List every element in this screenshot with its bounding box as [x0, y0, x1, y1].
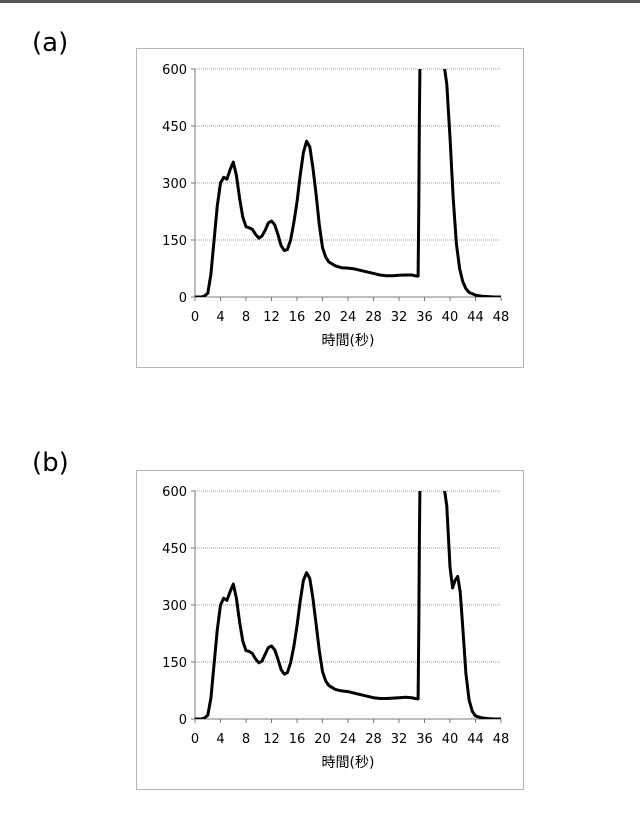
x-tick-label-16: 16 — [289, 310, 306, 325]
x-axis-title: 時間(秒) — [322, 755, 375, 771]
x-tick-label-28: 28 — [365, 732, 382, 747]
series-line-0 — [195, 61, 501, 297]
x-tick-label-44: 44 — [467, 310, 484, 325]
y-tick-label-0: 0 — [179, 291, 187, 306]
x-tick-label-12: 12 — [263, 732, 280, 747]
x-tick-label-4: 4 — [216, 310, 224, 325]
x-tick-label-36: 36 — [416, 732, 433, 747]
x-tick-label-28: 28 — [365, 310, 382, 325]
y-tick-label-450: 450 — [162, 542, 187, 557]
x-axis-title: 時間(秒) — [322, 333, 375, 349]
y-tick-label-600: 600 — [162, 485, 187, 500]
chart-b: 015030045060004812162024283236404448時間(秒… — [137, 471, 525, 791]
x-tick-label-24: 24 — [340, 310, 357, 325]
y-tick-label-150: 150 — [162, 656, 187, 671]
x-tick-label-8: 8 — [242, 732, 250, 747]
x-tick-label-48: 48 — [493, 310, 510, 325]
y-tick-label-0: 0 — [179, 713, 187, 728]
y-tick-label-300: 300 — [162, 177, 187, 192]
x-tick-label-12: 12 — [263, 310, 280, 325]
x-tick-label-40: 40 — [442, 310, 459, 325]
y-tick-label-150: 150 — [162, 234, 187, 249]
x-tick-label-40: 40 — [442, 732, 459, 747]
x-tick-label-44: 44 — [467, 732, 484, 747]
x-tick-label-8: 8 — [242, 310, 250, 325]
x-tick-label-0: 0 — [191, 310, 199, 325]
x-tick-label-0: 0 — [191, 732, 199, 747]
y-tick-label-300: 300 — [162, 599, 187, 614]
panel-label-b: (b) — [32, 448, 69, 478]
top-border-rule — [0, 0, 640, 3]
x-tick-label-32: 32 — [391, 732, 408, 747]
x-tick-label-20: 20 — [314, 310, 331, 325]
y-tick-label-600: 600 — [162, 63, 187, 78]
panel-label-a: (a) — [32, 28, 68, 58]
x-tick-label-16: 16 — [289, 732, 306, 747]
x-tick-label-24: 24 — [340, 732, 357, 747]
chart-frame-b: 015030045060004812162024283236404448時間(秒… — [136, 470, 524, 790]
series-line-0 — [195, 483, 501, 719]
y-tick-label-450: 450 — [162, 120, 187, 135]
x-tick-label-48: 48 — [493, 732, 510, 747]
x-tick-label-32: 32 — [391, 310, 408, 325]
chart-a: 015030045060004812162024283236404448時間(秒… — [137, 49, 525, 369]
chart-frame-a: 015030045060004812162024283236404448時間(秒… — [136, 48, 524, 368]
x-tick-label-20: 20 — [314, 732, 331, 747]
x-tick-label-4: 4 — [216, 732, 224, 747]
x-tick-label-36: 36 — [416, 310, 433, 325]
